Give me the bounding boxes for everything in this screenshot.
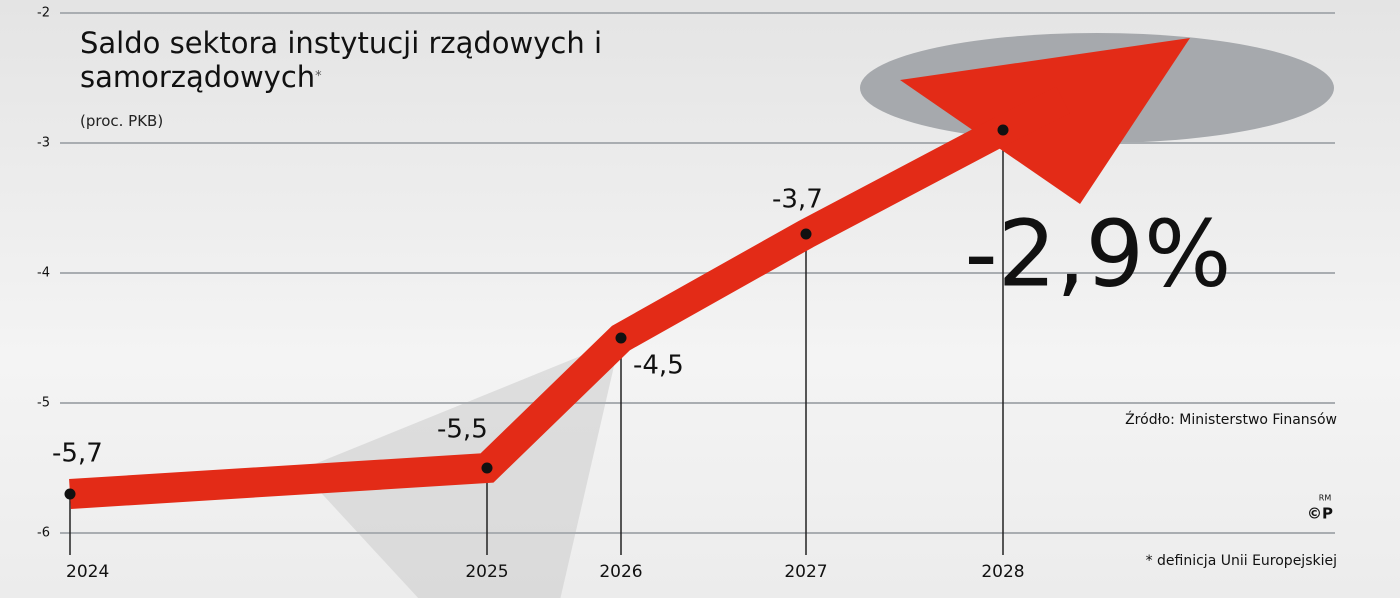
chart-title: Saldo sektora instytucji rządowych i sam…	[80, 26, 640, 94]
data-label: -3,7	[772, 185, 823, 215]
source: Źródło: Ministerstwo Finansów	[1125, 410, 1337, 428]
y-tick-label: -6	[37, 526, 50, 541]
point	[615, 332, 627, 344]
title-text: Saldo sektora instytucji rządowych i sam…	[80, 26, 603, 94]
y-tick-label: -5	[37, 396, 50, 411]
title-mark: *	[315, 69, 322, 84]
footnote: * definicja Unii Europejskiej	[1146, 553, 1337, 569]
x-tick-label: 2024	[66, 562, 109, 582]
data-label: -4,5	[633, 351, 684, 381]
x-tick-label: 2026	[599, 562, 642, 582]
data-label: -5,5	[437, 415, 488, 445]
y-tick-label: -4	[37, 266, 50, 281]
x-tick-label: 2027	[784, 562, 827, 582]
y-tick-label: -2	[37, 6, 50, 21]
point	[997, 124, 1009, 136]
credit: RM	[1319, 494, 1332, 503]
line	[69, 86, 1070, 509]
point	[64, 488, 76, 500]
x-tick-label: 2025	[465, 562, 508, 582]
data-label: -5,7	[52, 439, 103, 469]
x-tick-label: 2028	[981, 562, 1024, 582]
point	[481, 462, 493, 474]
subtitle: (proc. PKB)	[80, 112, 164, 130]
y-tick-label: -3	[37, 136, 50, 151]
logo: ©P	[1307, 505, 1333, 523]
data-label: -2,9%	[965, 200, 1232, 307]
point	[800, 228, 812, 240]
